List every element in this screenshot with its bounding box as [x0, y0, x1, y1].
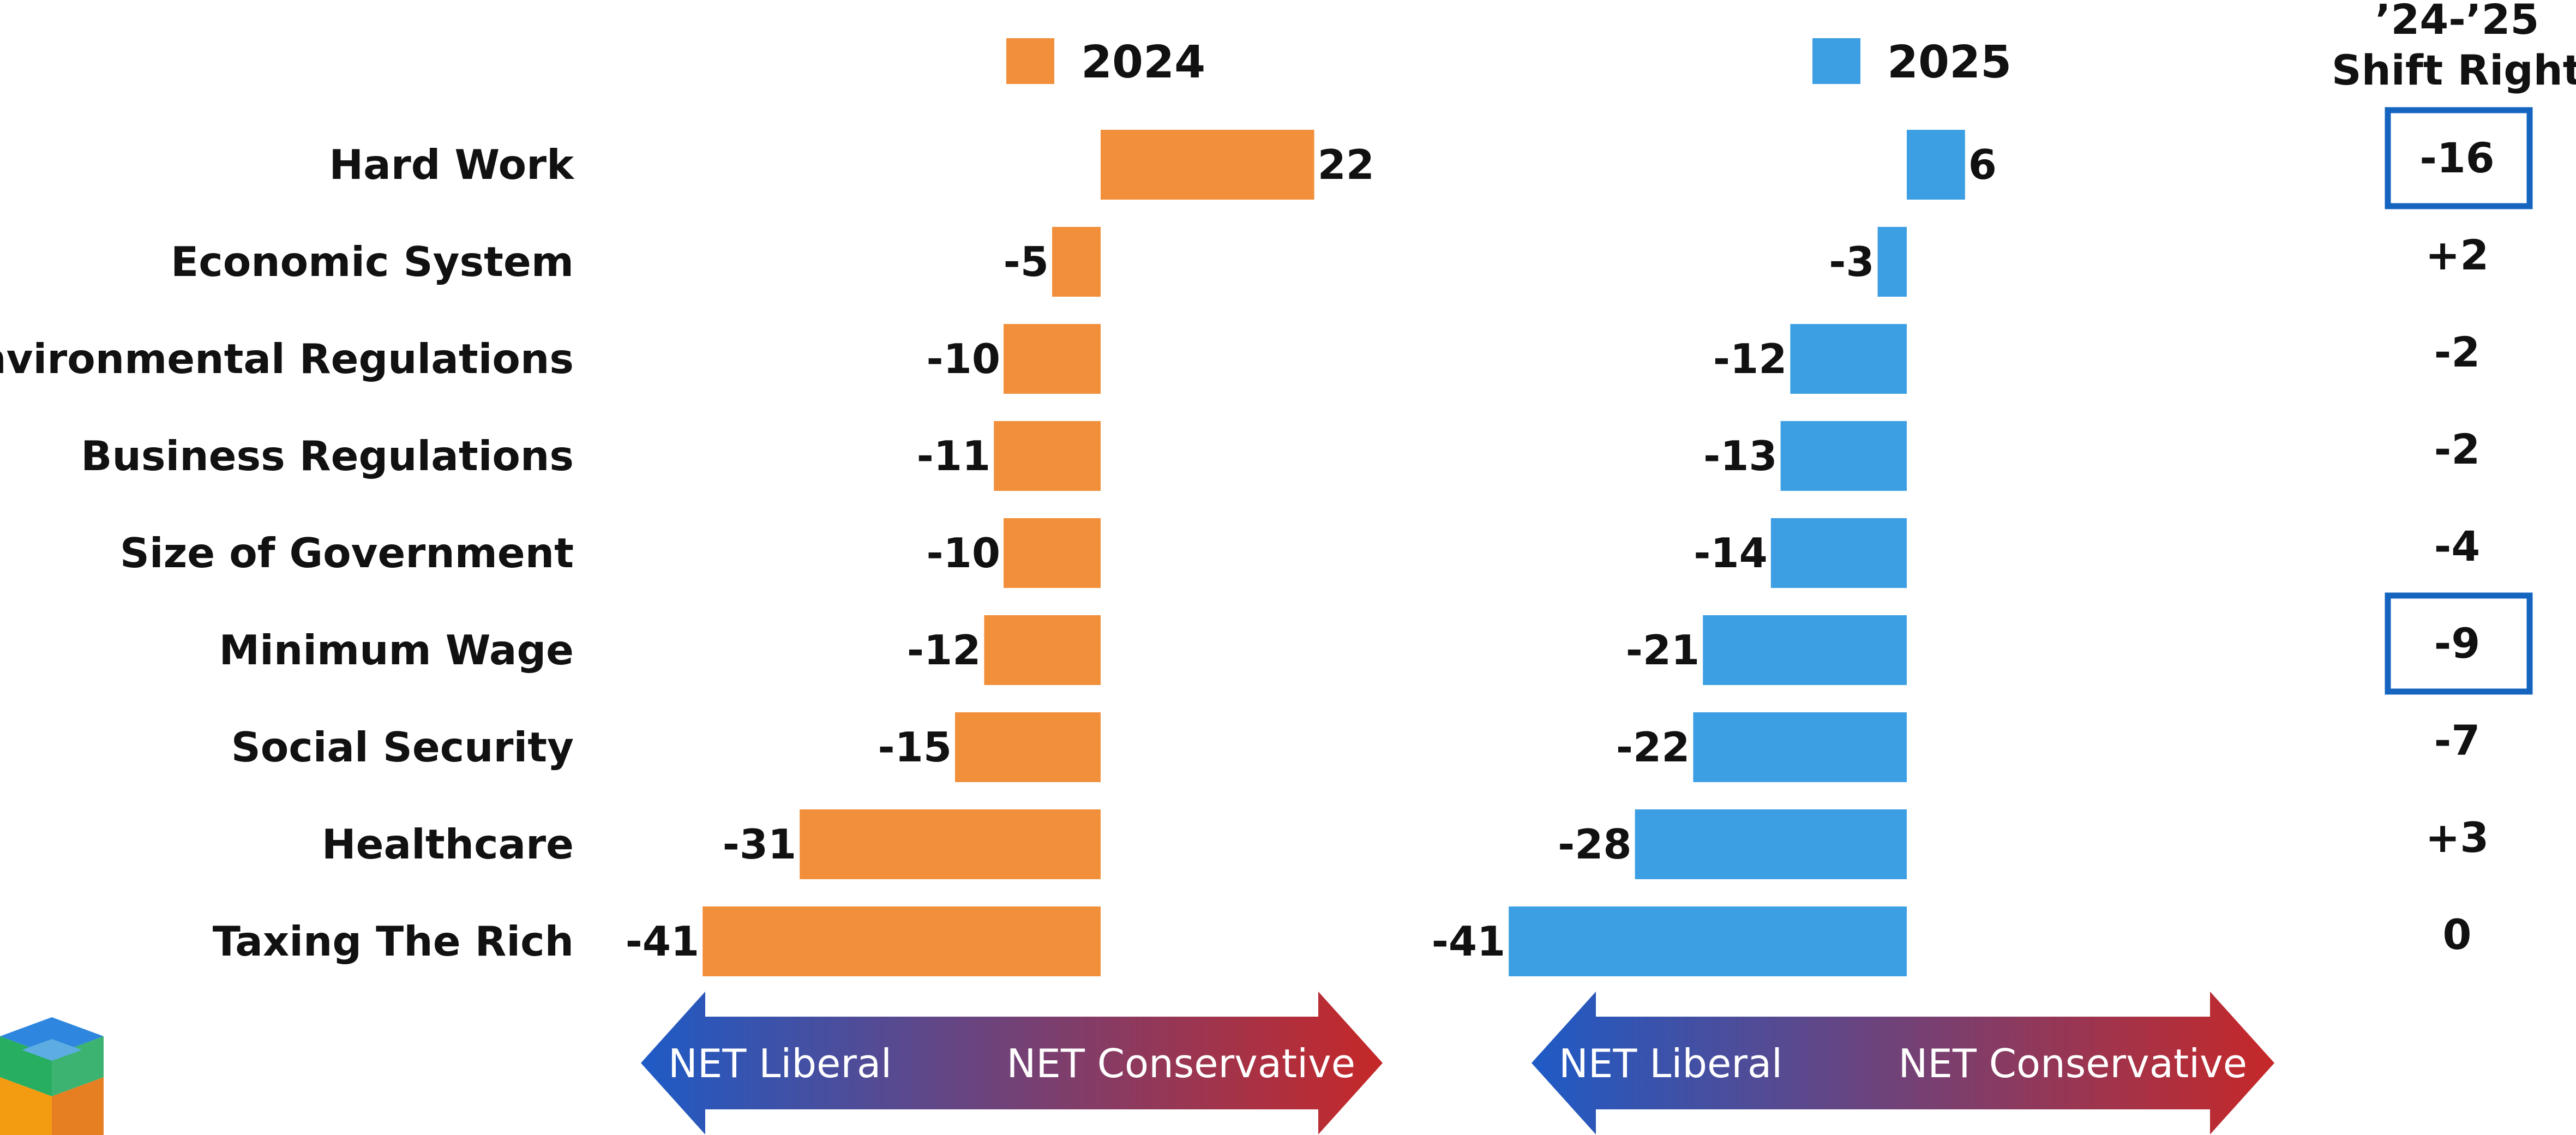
- bar: [994, 421, 1101, 491]
- bar: [1790, 324, 1907, 394]
- bar: [984, 615, 1101, 685]
- value-label: -31: [723, 820, 797, 868]
- value-label: -10: [927, 335, 1001, 383]
- category-label: Hard Work: [329, 141, 575, 189]
- bar: [1509, 906, 1907, 976]
- shift-highlight-box: [2385, 107, 2533, 209]
- category-label: Healthcare: [322, 820, 574, 868]
- shift-value: -7: [2434, 716, 2480, 765]
- axis-arrow: [1532, 992, 2274, 1134]
- bar: [1703, 615, 1907, 685]
- category-label: Size of Government: [120, 529, 574, 577]
- bar: [1052, 227, 1101, 297]
- bar: [1780, 421, 1907, 491]
- value-label: -21: [1626, 626, 1700, 674]
- shift-header-line2: Shift Right: [2332, 46, 2576, 94]
- category-labels: Hard Work Economic System Environmental Re…: [0, 141, 575, 965]
- category-label: Taxing The Rich: [213, 917, 574, 965]
- bar: [1770, 518, 1907, 588]
- shift-value: -4: [2434, 522, 2480, 570]
- shift-value: 0: [2443, 910, 2472, 959]
- value-label: -11: [917, 432, 991, 480]
- shift-value: -9: [2434, 619, 2480, 668]
- bar: [1004, 518, 1101, 588]
- value-label: 22: [1318, 141, 1374, 189]
- value-label: -5: [1004, 238, 1049, 286]
- category-label: Minimum Wage: [219, 626, 574, 674]
- bar: [1907, 130, 1965, 200]
- value-label: -41: [1432, 917, 1506, 965]
- value-label: -28: [1558, 820, 1632, 868]
- value-label: -22: [1616, 723, 1690, 771]
- shift-value: -2: [2434, 328, 2480, 376]
- axis-arrow: [641, 992, 1383, 1134]
- value-label: 6: [1968, 141, 1997, 189]
- arrow-left-label: NET Liberal: [1559, 1041, 1782, 1086]
- shift-value: +3: [2425, 813, 2489, 862]
- arrow-left-label: NET Liberal: [668, 1041, 892, 1086]
- value-label: -41: [626, 917, 700, 965]
- bar: [800, 809, 1101, 879]
- value-label: -12: [1713, 335, 1787, 383]
- value-label: -3: [1829, 238, 1874, 286]
- legend-swatch-2024: [1006, 38, 1054, 84]
- panel-2025: 2025 6 -3 -12 -13 -14 -21 -22 -28 -41 NET Liberal N…: [1432, 37, 2274, 1134]
- value-label: -10: [927, 529, 1001, 577]
- bar: [1101, 130, 1314, 200]
- bar: [702, 906, 1101, 976]
- category-label: Business Regulations: [81, 432, 574, 480]
- value-label: -15: [878, 723, 952, 771]
- value-label: -13: [1703, 432, 1778, 480]
- panel-2024: 2024 22 -5 -10 -11 -10 -12 -15 -31 -41 NET Liberal…: [626, 37, 1383, 1134]
- bar: [1693, 712, 1907, 782]
- bar: [955, 712, 1101, 782]
- category-label: Environmental Regulations: [0, 335, 574, 383]
- logo: [0, 1017, 104, 1135]
- shift-highlight-box: [2385, 592, 2533, 695]
- legend-swatch-2025: [1812, 38, 1860, 84]
- shift-value: -2: [2434, 425, 2480, 473]
- value-label: -12: [907, 626, 981, 674]
- legend-label: 2025: [1887, 37, 2011, 88]
- arrow-right-label: NET Conservative: [1007, 1041, 1355, 1086]
- bar: [1004, 324, 1101, 394]
- shift-column: ’24-’25 Shift Right -16 +2 -2 -2 -4 -9 -7 +3 0: [2332, 0, 2576, 959]
- shift-value: +2: [2425, 231, 2489, 279]
- value-label: -14: [1694, 529, 1768, 577]
- legend-label: 2024: [1081, 37, 1205, 88]
- category-label: Economic System: [171, 238, 574, 286]
- shift-header-line1: ’24-’25: [2375, 0, 2539, 44]
- shift-value: -16: [2419, 134, 2494, 182]
- bar: [1877, 227, 1907, 297]
- bar: [1635, 809, 1907, 879]
- category-label: Social Security: [231, 723, 574, 771]
- arrow-right-label: NET Conservative: [1899, 1041, 2247, 1086]
